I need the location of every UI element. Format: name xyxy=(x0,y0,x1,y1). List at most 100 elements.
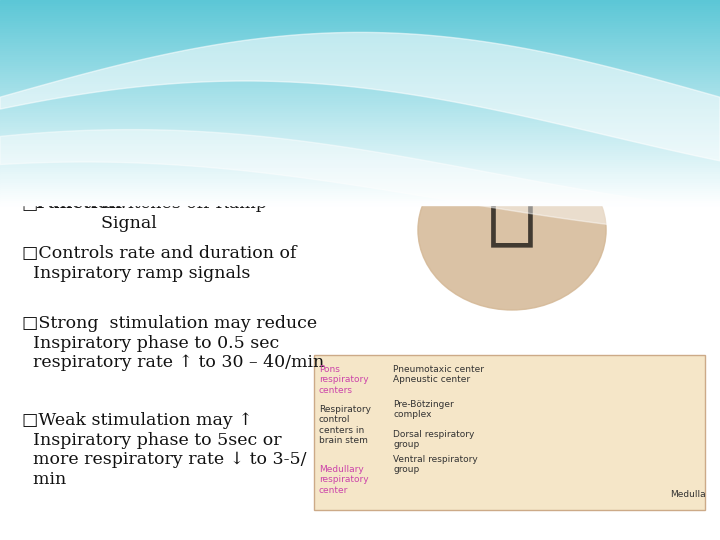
Bar xyxy=(0,33,720,35)
Bar xyxy=(0,164,720,166)
Text: Medullary
respiratory
center: Medullary respiratory center xyxy=(319,465,369,495)
Bar xyxy=(0,123,720,125)
Bar xyxy=(0,146,720,148)
Bar xyxy=(0,111,720,113)
Bar xyxy=(0,39,720,41)
Bar xyxy=(0,37,720,39)
Text: □Strong  stimulation may reduce
  Inspiratory phase to 0.5 sec
  respiratory rat: □Strong stimulation may reduce Inspirato… xyxy=(22,315,324,371)
Bar xyxy=(0,109,720,111)
Bar xyxy=(0,154,720,156)
Bar xyxy=(0,86,720,88)
Text: Center: Center xyxy=(93,92,228,129)
Bar xyxy=(0,103,720,105)
Bar xyxy=(0,78,720,80)
Bar xyxy=(0,177,720,179)
Bar xyxy=(0,127,720,129)
Text: : Switches off Ramp
  Signal: : Switches off Ramp Signal xyxy=(90,195,267,232)
Text: Pons
respiratory
centers: Pons respiratory centers xyxy=(319,365,369,395)
Ellipse shape xyxy=(418,150,606,310)
Bar xyxy=(0,15,720,16)
Bar xyxy=(0,88,720,90)
Bar xyxy=(0,10,720,12)
Bar xyxy=(0,158,720,160)
Bar xyxy=(0,129,720,131)
Bar xyxy=(0,97,720,98)
Bar xyxy=(0,26,720,29)
Bar xyxy=(0,131,720,133)
Bar xyxy=(0,179,720,180)
Bar xyxy=(0,98,720,100)
Text: Ventral respiratory
group: Ventral respiratory group xyxy=(393,455,478,475)
Bar xyxy=(0,18,720,21)
Text: Function: Function xyxy=(35,195,122,212)
Text: Dorsal respiratory
group: Dorsal respiratory group xyxy=(393,430,474,449)
Text: Pneumotaxic: Pneumotaxic xyxy=(33,60,287,97)
Bar xyxy=(0,160,720,162)
Bar xyxy=(0,45,720,47)
Text: Respiratory
control
centers in
brain stem: Respiratory control centers in brain ste… xyxy=(319,405,371,445)
Bar xyxy=(0,189,720,191)
Bar xyxy=(0,57,720,59)
Text: Pre-Bötzinger
complex: Pre-Bötzinger complex xyxy=(393,400,454,420)
Bar xyxy=(0,90,720,92)
Bar xyxy=(0,203,720,205)
Text: □Controls rate and duration of
  Inspiratory ramp signals: □Controls rate and duration of Inspirato… xyxy=(22,245,297,281)
Bar xyxy=(0,80,720,82)
Text: Location: Location xyxy=(35,150,118,168)
Bar xyxy=(0,2,720,4)
Bar xyxy=(0,56,720,57)
Bar xyxy=(0,185,720,187)
Text: □: □ xyxy=(22,195,38,213)
Bar xyxy=(0,195,720,197)
Bar xyxy=(0,138,720,139)
Bar xyxy=(0,92,720,94)
Bar xyxy=(0,168,720,170)
Bar xyxy=(0,107,720,109)
Polygon shape xyxy=(0,32,720,161)
Bar xyxy=(0,115,720,117)
Bar xyxy=(0,8,720,10)
Bar xyxy=(0,21,720,23)
Bar xyxy=(0,100,720,103)
Bar xyxy=(0,66,720,68)
Bar xyxy=(0,25,720,26)
Bar xyxy=(0,201,720,203)
Text: : Upper part of Pons: : Upper part of Pons xyxy=(92,150,271,167)
Bar xyxy=(0,166,720,168)
Text: Pneumotaxic center
Apneustic center: Pneumotaxic center Apneustic center xyxy=(393,365,484,384)
Text: □Weak stimulation may ↑
  Inspiratory phase to 5sec or
  more respiratory rate ↓: □Weak stimulation may ↑ Inspiratory phas… xyxy=(22,412,306,488)
Text: □: □ xyxy=(22,150,38,168)
Bar xyxy=(0,119,720,121)
Bar xyxy=(0,12,720,15)
Bar xyxy=(0,23,720,25)
Bar xyxy=(0,62,720,64)
Bar xyxy=(0,4,720,6)
Bar xyxy=(0,16,720,18)
Bar xyxy=(0,0,720,2)
Bar xyxy=(0,31,720,33)
Bar xyxy=(0,64,720,66)
Bar xyxy=(0,141,720,144)
Bar xyxy=(0,139,720,141)
Polygon shape xyxy=(0,130,720,235)
FancyBboxPatch shape xyxy=(314,355,705,510)
Bar xyxy=(0,105,720,107)
Bar xyxy=(0,84,720,86)
Bar xyxy=(0,150,720,152)
Bar xyxy=(0,6,720,8)
Bar xyxy=(0,125,720,127)
Bar xyxy=(0,82,720,84)
Bar xyxy=(0,117,720,119)
Text: 🧠: 🧠 xyxy=(487,170,537,251)
Bar xyxy=(0,76,720,78)
Bar xyxy=(0,53,720,56)
Bar xyxy=(0,170,720,172)
Bar xyxy=(0,193,720,195)
Bar xyxy=(0,133,720,136)
Bar xyxy=(0,121,720,123)
Bar xyxy=(0,43,720,45)
Bar xyxy=(0,180,720,183)
Bar xyxy=(0,59,720,62)
Bar xyxy=(0,172,720,174)
Bar xyxy=(0,68,720,70)
